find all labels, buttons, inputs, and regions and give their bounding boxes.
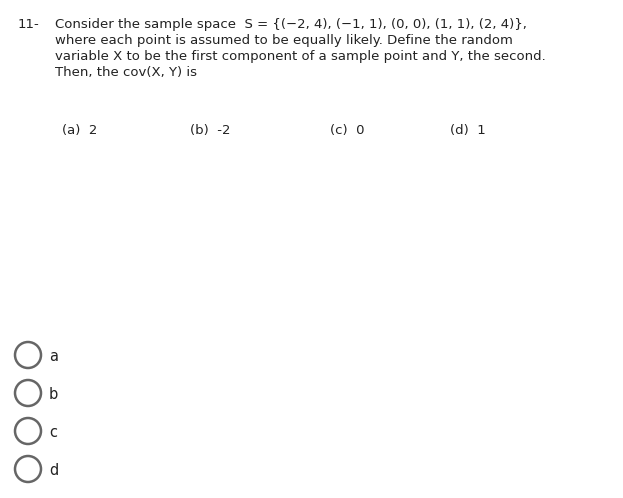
Text: where each point is assumed to be equally likely. Define the random: where each point is assumed to be equall… [55, 34, 513, 47]
Text: (c)  0: (c) 0 [330, 124, 364, 136]
Text: c: c [49, 424, 57, 440]
Text: d: d [49, 463, 58, 478]
Text: (b)  -2: (b) -2 [190, 124, 231, 136]
Text: Consider the sample space  S = {(−2, 4), (−1, 1), (0, 0), (1, 1), (2, 4)},: Consider the sample space S = {(−2, 4), … [55, 18, 527, 31]
Text: Then, the cov(X, Y) is: Then, the cov(X, Y) is [55, 66, 197, 79]
Text: (a)  2: (a) 2 [62, 124, 97, 136]
Text: variable X to be the first component of a sample point and Y, the second.: variable X to be the first component of … [55, 50, 546, 63]
Text: (d)  1: (d) 1 [450, 124, 486, 136]
Text: b: b [49, 386, 58, 401]
Text: 11-: 11- [18, 18, 40, 31]
Text: a: a [49, 349, 58, 364]
